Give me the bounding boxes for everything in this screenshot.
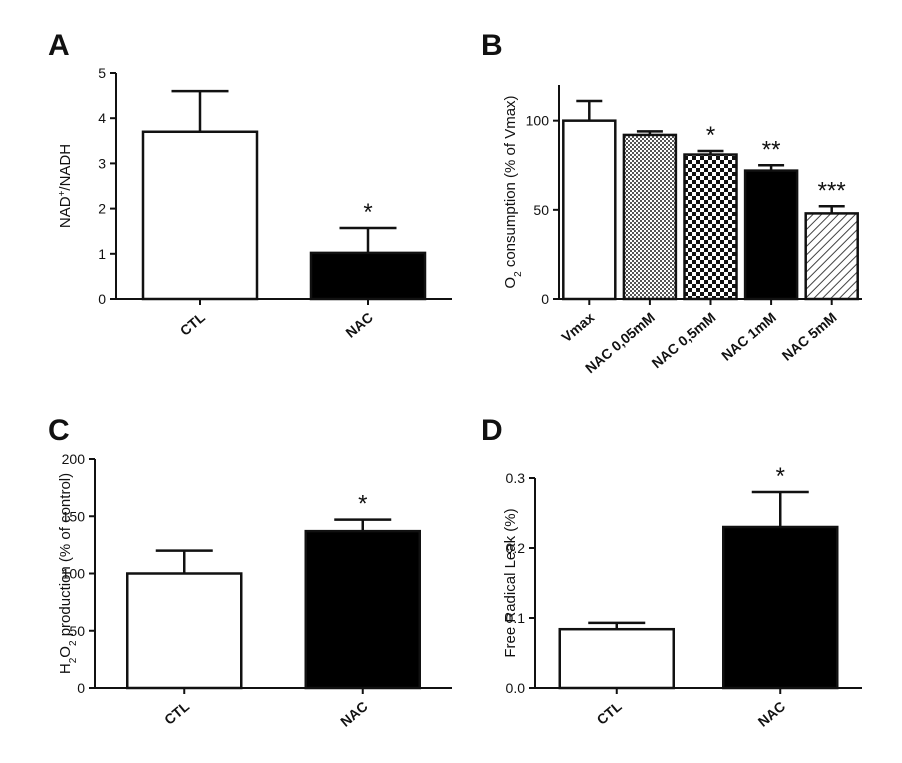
x-tick-label: NAC: [342, 309, 376, 341]
y-axis-label: H2O2 production (% of control): [57, 473, 79, 674]
y-tick-label: 3: [98, 155, 106, 171]
y-tick-label: 50: [533, 202, 549, 218]
y-axis-label: O2 consumption (% of Vmax): [502, 95, 524, 288]
panel-letter: A: [48, 29, 70, 62]
x-tick-label: NAC 1mM: [718, 309, 779, 364]
y-tick-label: 4: [98, 110, 106, 126]
y-tick-label: 1: [98, 246, 106, 262]
x-tick-label: NAC 0,5mM: [649, 309, 719, 371]
significance-marker: *: [776, 463, 785, 490]
bar-vmax: [562, 119, 617, 301]
y-tick-label: 0.0: [506, 680, 526, 696]
significance-marker: *: [363, 199, 372, 226]
panel-letter: D: [481, 414, 503, 447]
significance-marker: *: [358, 491, 367, 518]
y-tick-label: 200: [62, 451, 86, 467]
panel-letter: C: [48, 414, 70, 447]
x-tick-label: NAC: [755, 698, 789, 730]
significance-marker: **: [762, 136, 781, 163]
bar-nac-0-5mm: [683, 153, 738, 301]
y-tick-label: 2: [98, 201, 106, 217]
x-tick-label: NAC 5mM: [779, 309, 840, 364]
x-tick-label: CTL: [594, 698, 625, 728]
bar-ctl: [126, 572, 243, 690]
bar-nac-5mm: [804, 212, 859, 301]
bar-nac-0-05mm: [622, 133, 678, 301]
y-axis-label: Free Radical Leak (%): [502, 508, 519, 657]
y-tick-label: 150: [62, 508, 86, 524]
panel-a: A 0 1 2 3 4 5 NAD+/NADH CTL NAC *: [48, 29, 452, 341]
x-tick-label: Vmax: [558, 309, 597, 345]
y-tick-label: 5: [98, 65, 106, 81]
y-tick-label: 100: [62, 566, 86, 582]
significance-marker: *: [706, 122, 715, 149]
bar-nac: [309, 251, 427, 301]
y-tick-label: 100: [526, 113, 550, 129]
panel-letter: B: [481, 29, 503, 62]
x-tick-label: NAC: [337, 698, 371, 730]
x-tick-label: CTL: [161, 698, 192, 728]
x-tick-label: CTL: [177, 309, 208, 339]
significance-marker: ***: [818, 177, 846, 204]
panel-d: D 0.0 0.1 0.2 0.3 Free Radical Leak (%) CTL NAC…: [481, 414, 862, 730]
y-tick-label: 0: [541, 291, 549, 307]
y-tick-label: 0.3: [506, 470, 526, 486]
y-axis-label: NAD+/NADH: [57, 144, 75, 228]
bar-ctl: [141, 130, 259, 301]
panel-c: C 0 50 100 150 200 H2O2 production (% of contr…: [48, 414, 452, 730]
bar-nac: [722, 525, 839, 690]
bar-nac-1mm: [743, 169, 799, 301]
y-tick-label: 0: [77, 680, 85, 696]
y-tick-label: 0: [98, 291, 106, 307]
y-tick-label: 50: [69, 623, 85, 639]
y-tick-label: 0.2: [506, 540, 526, 556]
bar-nac: [304, 529, 421, 690]
bar-ctl: [558, 627, 675, 690]
y-tick-label: 0.1: [506, 610, 526, 626]
